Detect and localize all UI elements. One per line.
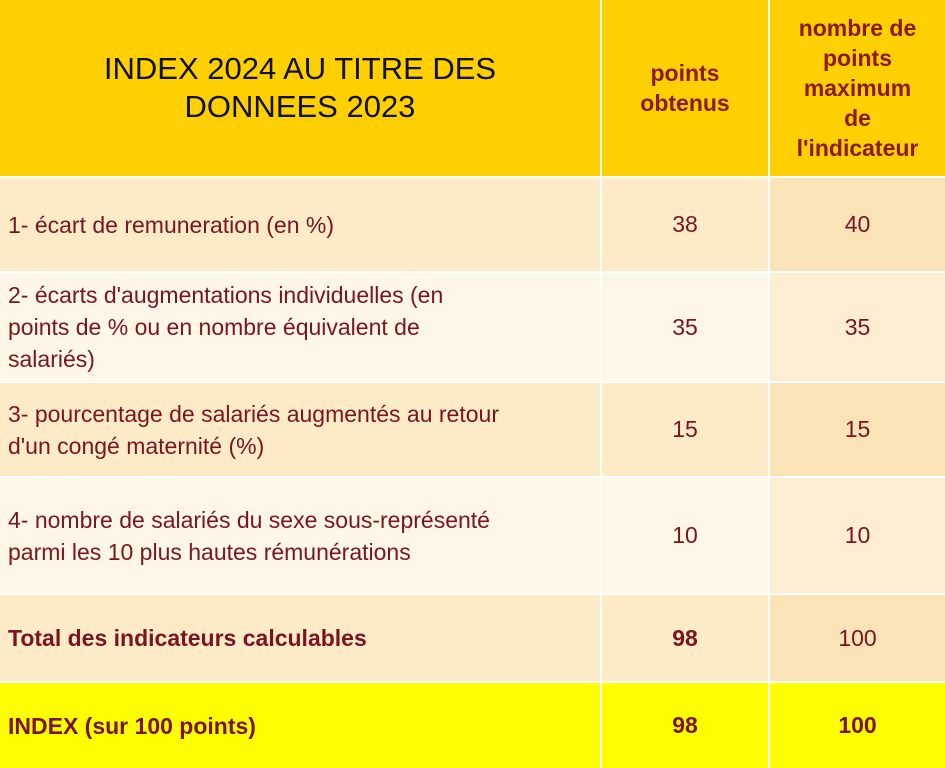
row-2-max-points: 35: [770, 273, 945, 383]
row-1-label-line-1: 1- écart de remuneration (en %): [8, 211, 334, 238]
header-points-obtained-line-1: points: [650, 60, 720, 86]
index-max-points: 100: [770, 683, 945, 768]
header-points-obtained: points obtenus: [602, 0, 770, 178]
row-1-max-points: 40: [770, 178, 945, 273]
row-3-points-obtained: 15: [602, 383, 770, 478]
row-1-points-obtained: 38: [602, 178, 770, 273]
table-title-line-2: DONNEES 2023: [184, 89, 416, 124]
index-points-obtained: 98: [602, 683, 770, 768]
index-label: INDEX (sur 100 points): [0, 683, 602, 768]
header-max-points-line-5: l'indicateur: [796, 135, 919, 161]
header-points-obtained-line-2: obtenus: [640, 90, 730, 116]
row-2-label-line-2: points de % ou en nombre équivalent de: [8, 314, 420, 340]
header-max-points-line-1: nombre de: [798, 15, 917, 41]
row-3-label: 3- pourcentage de salariés augmentés au …: [0, 383, 602, 478]
row-2-label-line-1: 2- écarts d'augmentations individuelles …: [8, 282, 444, 308]
row-4-max-points: 10: [770, 478, 945, 595]
header-max-points: nombre de points maximum de l'indicateur: [770, 0, 945, 178]
table-title-line-1: INDEX 2024 AU TITRE DES: [103, 51, 497, 86]
total-points-obtained: 98: [602, 595, 770, 683]
total-label: Total des indicateurs calculables: [0, 595, 602, 683]
total-max-points: 100: [770, 595, 945, 683]
row-4-label: 4- nombre de salariés du sexe sous-repré…: [0, 478, 602, 595]
row-4-label-line-1: 4- nombre de salariés du sexe sous-repré…: [8, 506, 490, 533]
row-2-points-obtained: 35: [602, 273, 770, 383]
row-2-label-line-3: salariés): [8, 346, 95, 372]
row-1-label: 1- écart de remuneration (en %): [0, 178, 602, 273]
row-3-label-line-2: d'un congé maternité (%): [8, 432, 265, 459]
header-max-points-line-3: maximum: [803, 75, 912, 101]
header-max-points-line-2: points: [823, 45, 892, 71]
row-4-points-obtained: 10: [602, 478, 770, 595]
table-title: INDEX 2024 AU TITRE DES DONNEES 2023: [0, 0, 602, 178]
row-3-label-line-1: 3- pourcentage de salariés augmentés au …: [8, 400, 499, 427]
row-2-label: 2- écarts d'augmentations individuelles …: [0, 273, 602, 383]
row-3-max-points: 15: [770, 383, 945, 478]
row-4-label-line-2: parmi les 10 plus hautes rémunérations: [8, 538, 411, 565]
header-max-points-line-4: de: [844, 105, 871, 131]
